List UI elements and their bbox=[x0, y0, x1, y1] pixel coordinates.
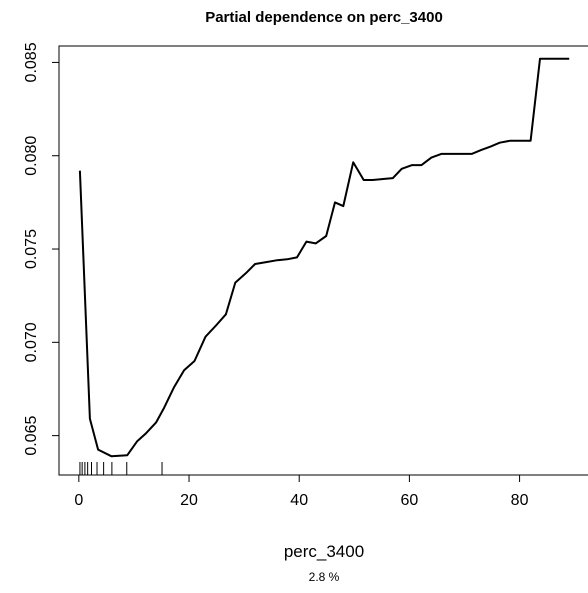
y-tick-label: 0.065 bbox=[23, 416, 40, 456]
x-tick-label: 40 bbox=[290, 492, 308, 509]
x-tick-label: 0 bbox=[74, 492, 83, 509]
chart-title: Partial dependence on perc_3400 bbox=[205, 9, 443, 26]
x-axis-label: perc_3400 bbox=[284, 542, 364, 561]
coverage-footnote: 2.8 % bbox=[309, 570, 340, 584]
x-tick-label: 80 bbox=[511, 492, 529, 509]
y-tick-label: 0.080 bbox=[23, 136, 40, 176]
y-tick-label: 0.070 bbox=[23, 322, 40, 362]
y-tick-label: 0.075 bbox=[23, 229, 40, 269]
plot-frame bbox=[59, 46, 588, 475]
rug-marks bbox=[80, 462, 162, 475]
x-tick-label: 20 bbox=[180, 492, 198, 509]
x-tick-label: 60 bbox=[400, 492, 418, 509]
x-axis: 0 20 40 60 80 bbox=[74, 475, 528, 509]
series-group bbox=[80, 59, 569, 457]
y-axis: 0.065 0.070 0.075 0.080 0.085 bbox=[23, 42, 59, 455]
y-tick-label: 0.085 bbox=[23, 42, 40, 82]
partial-dependence-line bbox=[80, 59, 569, 457]
